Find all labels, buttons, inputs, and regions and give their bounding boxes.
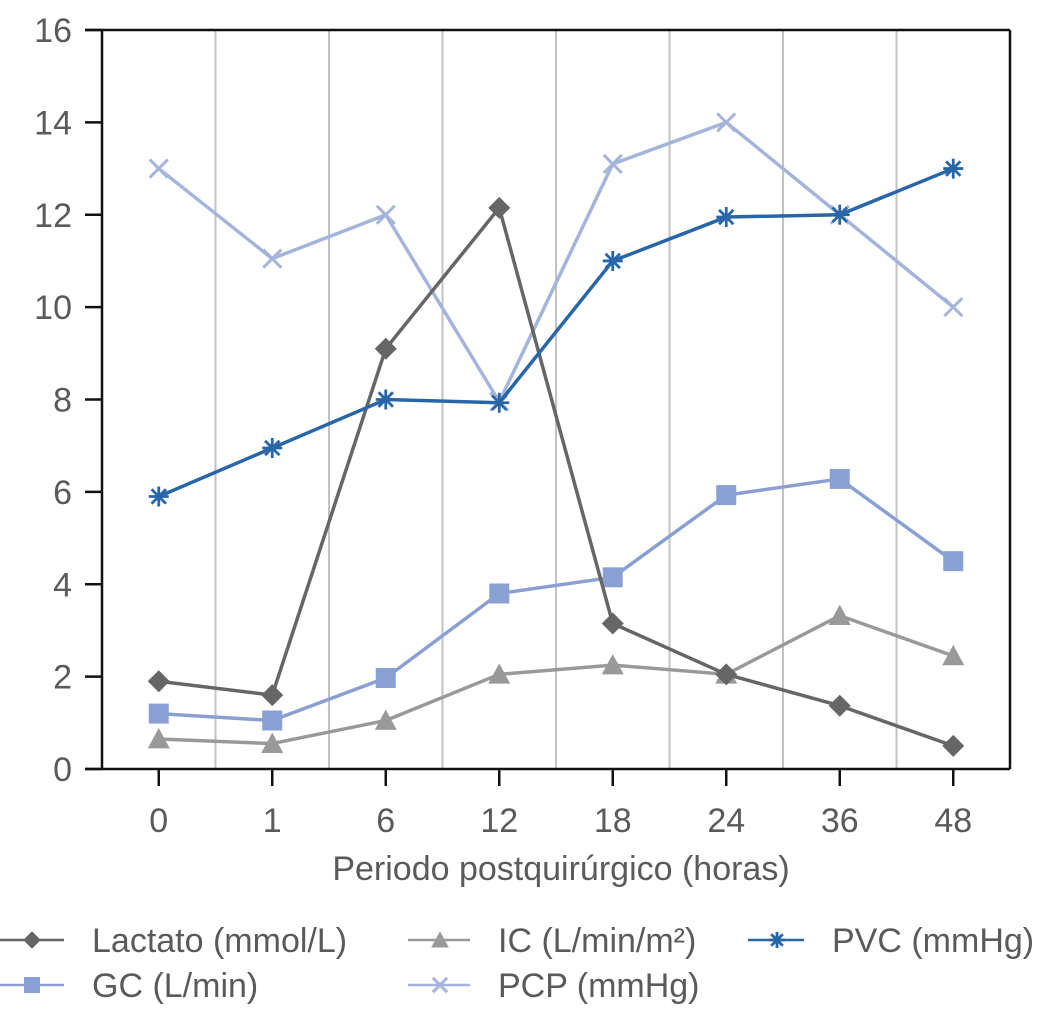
y-tick-label: 14 (34, 104, 72, 142)
y-tick-label: 0 (53, 751, 72, 789)
series-pcp (148, 112, 964, 412)
square-marker (262, 710, 283, 731)
square-marker (602, 567, 623, 588)
x-marker (602, 153, 623, 175)
y-tick-label: 6 (53, 474, 72, 512)
square-marker (148, 703, 169, 724)
triangle-marker (828, 604, 851, 626)
gridlines (214, 30, 898, 769)
x-marker (262, 248, 283, 269)
series-line (158, 166, 954, 499)
square-marker (375, 668, 396, 689)
asterisk-marker (769, 932, 785, 948)
series-pvc (148, 158, 964, 507)
y-tick-label: 12 (34, 197, 72, 235)
x-tick-label: 1 (263, 802, 282, 840)
diamond-marker (147, 670, 170, 693)
triangle-marker (942, 644, 965, 666)
legend-label: GC (L/min) (92, 967, 258, 1005)
square-marker (716, 485, 737, 506)
triangle-marker (601, 654, 624, 675)
triangle-marker (374, 709, 397, 730)
asterisk-marker (602, 250, 623, 271)
legend-label: Lactato (mmol/L) (92, 922, 347, 960)
y-tick-label: 4 (53, 566, 72, 604)
diamond-marker (942, 734, 965, 757)
diamond-marker (488, 196, 511, 219)
legend-label: IC (L/min/m²) (498, 922, 696, 960)
asterisk-marker (716, 207, 737, 228)
x-tick-label: 18 (594, 802, 632, 840)
asterisk-marker (375, 389, 396, 410)
series-ic (147, 604, 965, 753)
diamond-marker (261, 684, 284, 707)
series-lactato (147, 196, 965, 757)
series-group (147, 112, 965, 757)
x-tick-label: 24 (707, 802, 745, 840)
x-tick-label: 0 (149, 802, 168, 840)
square-marker (829, 468, 850, 489)
x-axis-title: Periodo postquirúrgico (horas) (332, 850, 789, 888)
x-marker (375, 204, 396, 225)
asterisk-marker (829, 204, 850, 225)
x-marker (431, 976, 449, 994)
x-tick-label: 36 (821, 802, 859, 840)
legend: Lactato (mmol/L) GC (L/min) IC (L/min/m²) P… (0, 922, 1034, 1005)
diamond-marker (828, 694, 851, 717)
x-marker (716, 112, 737, 133)
triangle-marker (261, 732, 284, 753)
series-line (157, 120, 955, 404)
axes (85, 28, 1012, 771)
y-tick-label: 10 (34, 289, 72, 327)
legend-item: GC (L/min) (0, 967, 258, 1005)
asterisk-marker (148, 486, 169, 507)
y-tick-label: 16 (34, 12, 72, 50)
legend-item: PVC (mmHg) (748, 922, 1034, 960)
triangle-marker (488, 663, 511, 684)
diamond-marker (23, 931, 41, 949)
legend-label: PCP (mmHg) (498, 967, 700, 1005)
square-marker (489, 583, 510, 604)
x-marker (943, 297, 964, 318)
series-line (158, 613, 954, 746)
diamond-marker (715, 663, 738, 686)
series-line (158, 477, 955, 723)
series-line (158, 206, 954, 748)
x-axis-ticks: 0 1 6 12 18 24 36 48 (149, 769, 972, 840)
asterisk-marker (262, 437, 283, 458)
square-marker (24, 977, 40, 993)
y-tick-label: 8 (53, 382, 72, 420)
triangle-marker (147, 727, 170, 749)
diamond-marker (374, 337, 397, 360)
y-axis-ticks: 0 2 4 6 8 10 12 14 16 (34, 12, 102, 789)
legend-item: Lactato (mmol/L) (0, 922, 347, 960)
x-tick-label: 6 (376, 802, 395, 840)
diamond-marker (601, 612, 624, 635)
x-tick-label: 48 (934, 802, 972, 840)
square-marker (943, 551, 964, 572)
y-tick-label: 2 (53, 659, 72, 697)
x-marker (148, 158, 169, 179)
legend-item: PCP (mmHg) (408, 967, 700, 1005)
triangle-marker (431, 931, 449, 948)
x-tick-label: 12 (480, 802, 518, 840)
legend-label: PVC (mmHg) (832, 922, 1034, 960)
asterisk-marker (943, 158, 964, 179)
series-gc (148, 468, 964, 731)
legend-item: IC (L/min/m²) (408, 922, 696, 960)
asterisk-marker (489, 392, 510, 413)
